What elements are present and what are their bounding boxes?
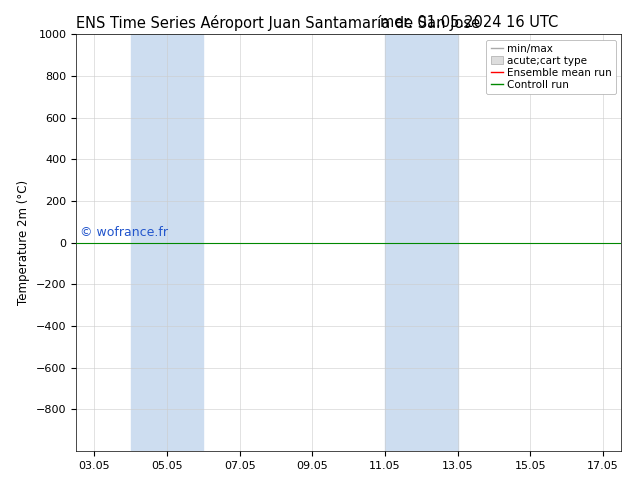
Y-axis label: Temperature 2m (°C): Temperature 2m (°C): [17, 180, 30, 305]
Bar: [131, 34, 204, 451]
Text: mer. 01.05.2024 16 UTC: mer. 01.05.2024 16 UTC: [380, 15, 558, 30]
Bar: [385, 34, 458, 451]
Text: © wofrance.fr: © wofrance.fr: [80, 226, 168, 239]
Legend: min/max, acute;cart type, Ensemble mean run, Controll run: min/max, acute;cart type, Ensemble mean …: [486, 40, 616, 94]
Text: ENS Time Series Aéroport Juan Santamaría de San José: ENS Time Series Aéroport Juan Santamaría…: [76, 15, 480, 31]
